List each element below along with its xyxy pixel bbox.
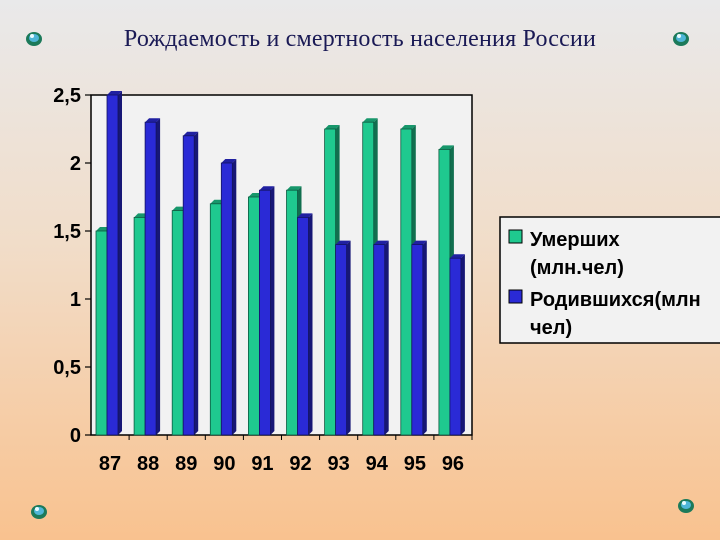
x-tick-label: 90 (213, 453, 235, 475)
bar-top (259, 186, 275, 191)
bar-top (400, 125, 416, 129)
bar-side (270, 186, 275, 435)
bar-side (232, 159, 237, 435)
bar-side (194, 131, 199, 436)
legend-swatch (508, 229, 523, 244)
gem-bullet-icon (26, 32, 42, 46)
bar-top (145, 118, 161, 123)
bar-top (107, 91, 122, 95)
slide-title: Рождаемость и смертность населения Росси… (123, 26, 597, 52)
legend-label: Умерших (530, 229, 620, 251)
bar (258, 189, 271, 436)
bar-top (411, 240, 427, 245)
bar-top (183, 131, 199, 136)
bar (286, 189, 298, 436)
gem-bullet-icon (31, 505, 47, 519)
bar (438, 148, 451, 436)
x-tick-label: 91 (251, 453, 273, 475)
bar (171, 210, 184, 436)
bar (182, 135, 195, 436)
bar (247, 196, 260, 436)
bar-side (118, 91, 122, 435)
legend-label: Родившихся(млн (530, 289, 701, 311)
bar-top (362, 118, 378, 123)
bar (411, 244, 424, 436)
bar (335, 244, 348, 436)
bar-side (460, 254, 465, 435)
bar (400, 128, 413, 436)
bar (220, 162, 233, 436)
x-tick-label: 87 (99, 453, 121, 475)
bar-side (156, 118, 161, 435)
bar-top (373, 240, 389, 245)
y-tick-label: 1,5 (53, 221, 81, 243)
x-tick-label: 88 (137, 453, 159, 475)
bar (449, 257, 462, 436)
bar-side (384, 240, 389, 435)
bar (209, 203, 222, 436)
bar (106, 94, 119, 436)
bar-side (346, 240, 351, 435)
gem-bullet-icon (678, 499, 694, 513)
y-tick-label: 0,5 (53, 357, 81, 379)
bar-top (286, 186, 302, 191)
bar-top (438, 145, 454, 150)
legend-swatch (508, 289, 523, 304)
x-tick-label: 89 (175, 453, 197, 475)
x-tick-label: 96 (442, 453, 464, 475)
y-tick-label: 1 (70, 289, 81, 311)
bar-top (324, 125, 340, 129)
bar (373, 244, 386, 436)
legend-box (499, 216, 720, 344)
bar-top (449, 254, 465, 259)
bar (324, 128, 337, 436)
bar (144, 121, 157, 436)
legend-label: чел) (530, 317, 572, 339)
legend-label: (млн.чел) (530, 257, 624, 279)
bar-top (297, 213, 313, 218)
x-tick-label: 95 (404, 453, 426, 475)
gem-bullet-icon (673, 32, 689, 46)
bar (362, 121, 375, 436)
legend: Умерших (млн.чел) Родившихся(млн чел) (499, 216, 720, 344)
y-tick-label: 2 (70, 153, 81, 175)
x-tick-label: 93 (328, 453, 350, 475)
y-tick-label: 0 (70, 425, 81, 447)
x-tick-label: 94 (366, 453, 389, 475)
y-tick-label: 2,5 (53, 85, 81, 107)
bar (133, 216, 146, 436)
bar-top (335, 240, 351, 245)
bar-side (308, 213, 313, 435)
bar-side (422, 240, 427, 435)
bar (95, 230, 108, 436)
x-tick-label: 92 (289, 453, 311, 475)
bar-top (221, 159, 237, 163)
bar (297, 216, 309, 436)
